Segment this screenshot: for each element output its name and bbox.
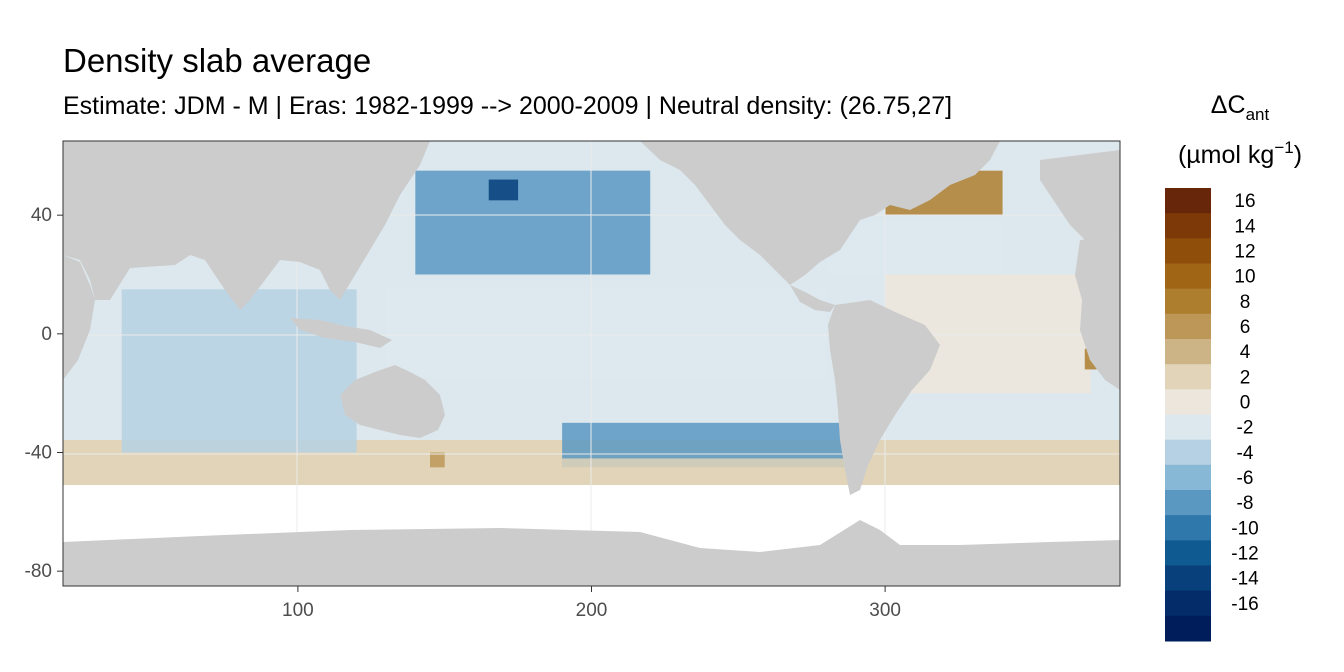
map-panel bbox=[63, 141, 1120, 586]
y-tick-label: 0 bbox=[41, 324, 52, 345]
land-africa-west bbox=[1075, 235, 1120, 390]
colorbar-swatch bbox=[1165, 464, 1211, 491]
land-greenland bbox=[895, 141, 960, 175]
legend-title: ΔCant bbox=[1211, 91, 1270, 124]
legend: ΔCant (µmol kg−1) 16 14 12 10 8 6 4 2 0 -2 -4 -6 -8 -… bbox=[1165, 91, 1302, 642]
colorbar-swatch bbox=[1165, 364, 1211, 390]
colorbar-label: -10 bbox=[1231, 518, 1258, 539]
colorbar-swatch bbox=[1165, 263, 1211, 290]
colorbar-label: -14 bbox=[1231, 569, 1259, 590]
region-kuroshio-extension bbox=[488, 179, 519, 201]
colorbar-swatch bbox=[1165, 439, 1211, 466]
colorbar-label: 14 bbox=[1234, 216, 1256, 237]
colorbar-label: -16 bbox=[1231, 594, 1258, 615]
colorbar-swatch bbox=[1165, 540, 1211, 566]
region-north-atlantic-subtropics bbox=[826, 221, 1003, 275]
chart-title: Density slab average bbox=[63, 42, 372, 79]
land bbox=[63, 141, 1120, 586]
y-tick-label: 40 bbox=[31, 205, 52, 226]
colorbar-label: -12 bbox=[1231, 544, 1258, 565]
colorbar-swatch bbox=[1165, 389, 1211, 415]
colorbar-label: 2 bbox=[1240, 367, 1251, 388]
colorbar-swatch bbox=[1165, 615, 1211, 642]
colorbar-swatch bbox=[1165, 188, 1211, 214]
x-axis: 100 200 300 bbox=[282, 586, 901, 621]
colorbar-swatch bbox=[1165, 490, 1211, 516]
colorbar-label: 0 bbox=[1240, 393, 1251, 414]
colorbar-swatch bbox=[1165, 288, 1211, 315]
land-australia bbox=[340, 365, 445, 438]
colorbar-label: 4 bbox=[1240, 342, 1251, 363]
colorbar-label: -4 bbox=[1237, 443, 1254, 464]
legend-unit: (µmol kg−1) bbox=[1178, 138, 1302, 169]
y-axis: 40 0 -40 -80 bbox=[25, 205, 63, 582]
colorbar-swatch bbox=[1165, 238, 1211, 264]
x-tick-label: 200 bbox=[576, 600, 608, 621]
region-south-of-tasmania bbox=[430, 452, 445, 468]
land-south-america bbox=[828, 300, 940, 495]
land-north-america bbox=[640, 141, 1000, 285]
region-indian-ocean bbox=[121, 289, 357, 453]
colorbar-label: -6 bbox=[1237, 468, 1254, 489]
land-europe bbox=[1040, 150, 1120, 240]
colorbar-swatch bbox=[1165, 313, 1211, 340]
colorbar-swatch bbox=[1165, 414, 1211, 441]
y-tick-label: -40 bbox=[25, 443, 52, 464]
colorbar bbox=[1165, 188, 1211, 642]
chart-subtitle: Estimate: JDM - M | Eras: 1982-1999 --> … bbox=[63, 92, 953, 120]
colorbar-label: -2 bbox=[1237, 418, 1254, 439]
x-tick-label: 100 bbox=[282, 600, 314, 621]
land-central-america bbox=[790, 285, 835, 312]
region-equatorial-pacific bbox=[385, 289, 827, 379]
colorbar-label: 6 bbox=[1240, 317, 1251, 338]
colorbar-swatch bbox=[1165, 339, 1211, 365]
land-africa-east bbox=[63, 255, 95, 380]
region-north-pacific bbox=[415, 170, 651, 275]
colorbar-label: 10 bbox=[1234, 267, 1255, 288]
colorbar-swatch bbox=[1165, 590, 1211, 617]
colorbar-swatch bbox=[1165, 213, 1211, 239]
colorbar-label: 16 bbox=[1234, 191, 1255, 212]
land-indonesia bbox=[290, 318, 392, 348]
colorbar-labels: 16 14 12 10 8 6 4 2 0 -2 -4 -6 -8 -10 -12 -14 -16 bbox=[1231, 191, 1259, 615]
y-tick-label: -80 bbox=[25, 561, 52, 582]
colorbar-label: 8 bbox=[1240, 292, 1251, 313]
x-tick-label: 300 bbox=[869, 600, 901, 621]
land-asia bbox=[63, 141, 430, 310]
colorbar-swatch bbox=[1165, 515, 1211, 541]
colorbar-swatch bbox=[1165, 565, 1211, 592]
colorbar-label: -8 bbox=[1237, 493, 1254, 514]
land-antarctica bbox=[63, 520, 1120, 586]
colorbar-label: 12 bbox=[1234, 242, 1255, 263]
